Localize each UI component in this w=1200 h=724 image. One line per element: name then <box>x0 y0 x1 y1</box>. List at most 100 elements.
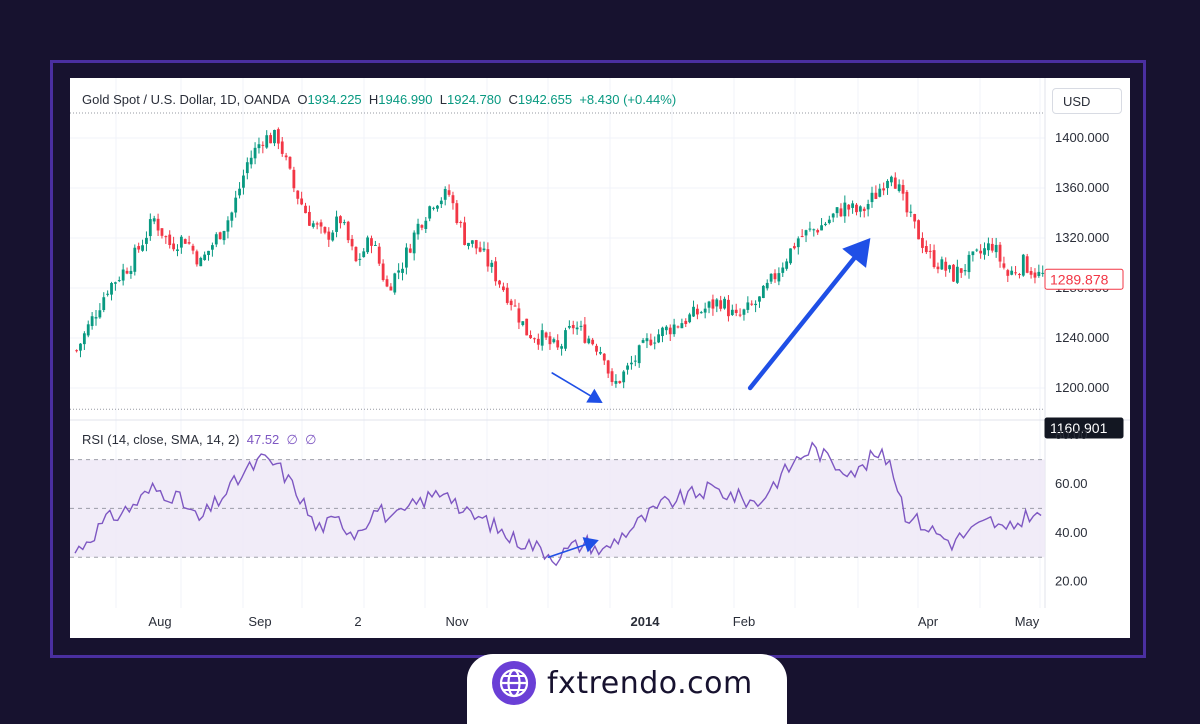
candle-body <box>575 327 579 330</box>
candle-body <box>812 229 816 231</box>
candle-body <box>253 147 257 159</box>
candle-body <box>327 231 331 240</box>
candle-body <box>405 247 408 268</box>
candle-body <box>661 327 664 337</box>
candle-body <box>804 230 808 236</box>
close-label: C <box>508 92 518 107</box>
brand-name: fxtrendo.com <box>547 666 753 701</box>
candle-body <box>145 237 148 244</box>
candle-body <box>1021 254 1025 276</box>
candle-body <box>680 323 684 329</box>
candle-body <box>478 247 482 252</box>
candle-body <box>552 339 556 343</box>
candle-body <box>630 362 633 365</box>
candle-body <box>796 238 800 248</box>
candle-body <box>249 157 253 165</box>
candle-body <box>342 222 346 224</box>
candle-body <box>292 169 296 189</box>
candle-body <box>521 321 525 325</box>
candle-body <box>304 205 307 214</box>
candle-body <box>944 261 948 271</box>
candle-body <box>649 339 653 346</box>
candle-body <box>494 261 498 282</box>
candle-body <box>820 225 823 231</box>
candle-body <box>276 129 280 144</box>
candle-body <box>490 262 494 267</box>
candle-body <box>191 245 195 251</box>
candle-body <box>781 267 785 273</box>
candle-body <box>1006 270 1010 276</box>
low-price-tag-box <box>1044 417 1124 439</box>
candle-body <box>141 245 144 251</box>
candle-body <box>459 222 463 224</box>
candle-body <box>664 326 668 331</box>
price-tick-label: 1200.000 <box>1055 380 1109 395</box>
candle-body <box>773 273 777 280</box>
candle-body <box>463 222 466 245</box>
candle-body <box>125 270 129 274</box>
candle-body <box>335 216 338 232</box>
chart-panel: 1200.0001240.0001280.0001320.0001360.000… <box>70 78 1130 638</box>
candle-body <box>940 259 944 270</box>
low-value: 1924.780 <box>447 92 502 107</box>
candle-body <box>754 303 757 306</box>
open-label: O <box>297 92 308 107</box>
candle-body <box>207 250 210 256</box>
candle-body <box>987 243 990 251</box>
rsi-label: RSI (14, close, SMA, 14, 2) <box>82 432 240 447</box>
candle-body <box>777 273 781 282</box>
candle-body <box>447 190 451 195</box>
candle-body <box>734 309 738 314</box>
candle-body <box>750 303 754 305</box>
candle-body <box>106 293 110 295</box>
candle-body <box>187 242 191 244</box>
candle-body <box>707 301 711 308</box>
candle-body <box>727 299 730 317</box>
candle-body <box>827 219 831 224</box>
candle-body <box>439 200 443 205</box>
candle-body <box>222 230 226 241</box>
candle-body <box>179 236 183 248</box>
candle-body <box>614 380 618 384</box>
candle-body <box>730 309 734 315</box>
candle-body <box>789 248 792 264</box>
candle-body <box>1002 263 1006 268</box>
currency-button[interactable]: USD <box>1052 88 1122 114</box>
candle-body <box>230 212 234 221</box>
candle-body <box>932 250 936 268</box>
chart-canvas[interactable]: 1200.0001240.0001280.0001320.0001360.000… <box>70 78 1130 638</box>
candle-body <box>955 266 959 283</box>
candle-body <box>300 198 304 205</box>
candle-body <box>110 283 113 295</box>
candle-body <box>176 249 179 251</box>
candle-body <box>696 308 699 315</box>
price-arrow-small-shaft <box>551 372 592 397</box>
candle-body <box>862 208 866 211</box>
candle-body <box>90 316 94 327</box>
candle-body <box>591 339 595 345</box>
candle-body <box>936 266 940 270</box>
candle-body <box>331 232 335 241</box>
candle-body <box>785 261 789 269</box>
candle-body <box>835 207 839 214</box>
candle-body <box>428 206 432 219</box>
candle-body <box>606 360 610 374</box>
candle-body <box>874 192 878 199</box>
x-axis-label: Nov <box>445 614 469 629</box>
candle-body <box>350 238 354 247</box>
candle-body <box>645 338 649 342</box>
candle-body <box>967 254 971 273</box>
candle-body <box>486 249 490 267</box>
candle-body <box>467 242 470 247</box>
candle-body <box>397 270 401 273</box>
candle-body <box>769 273 773 282</box>
candle-body <box>851 203 854 208</box>
candle-body <box>560 346 563 349</box>
candle-body <box>808 228 812 230</box>
candle-body <box>979 250 983 254</box>
candle-body <box>1018 274 1021 276</box>
candle-body <box>513 305 517 307</box>
candle-body <box>257 144 261 149</box>
candle-body <box>1010 270 1014 275</box>
price-tick-label: 1400.000 <box>1055 130 1109 145</box>
